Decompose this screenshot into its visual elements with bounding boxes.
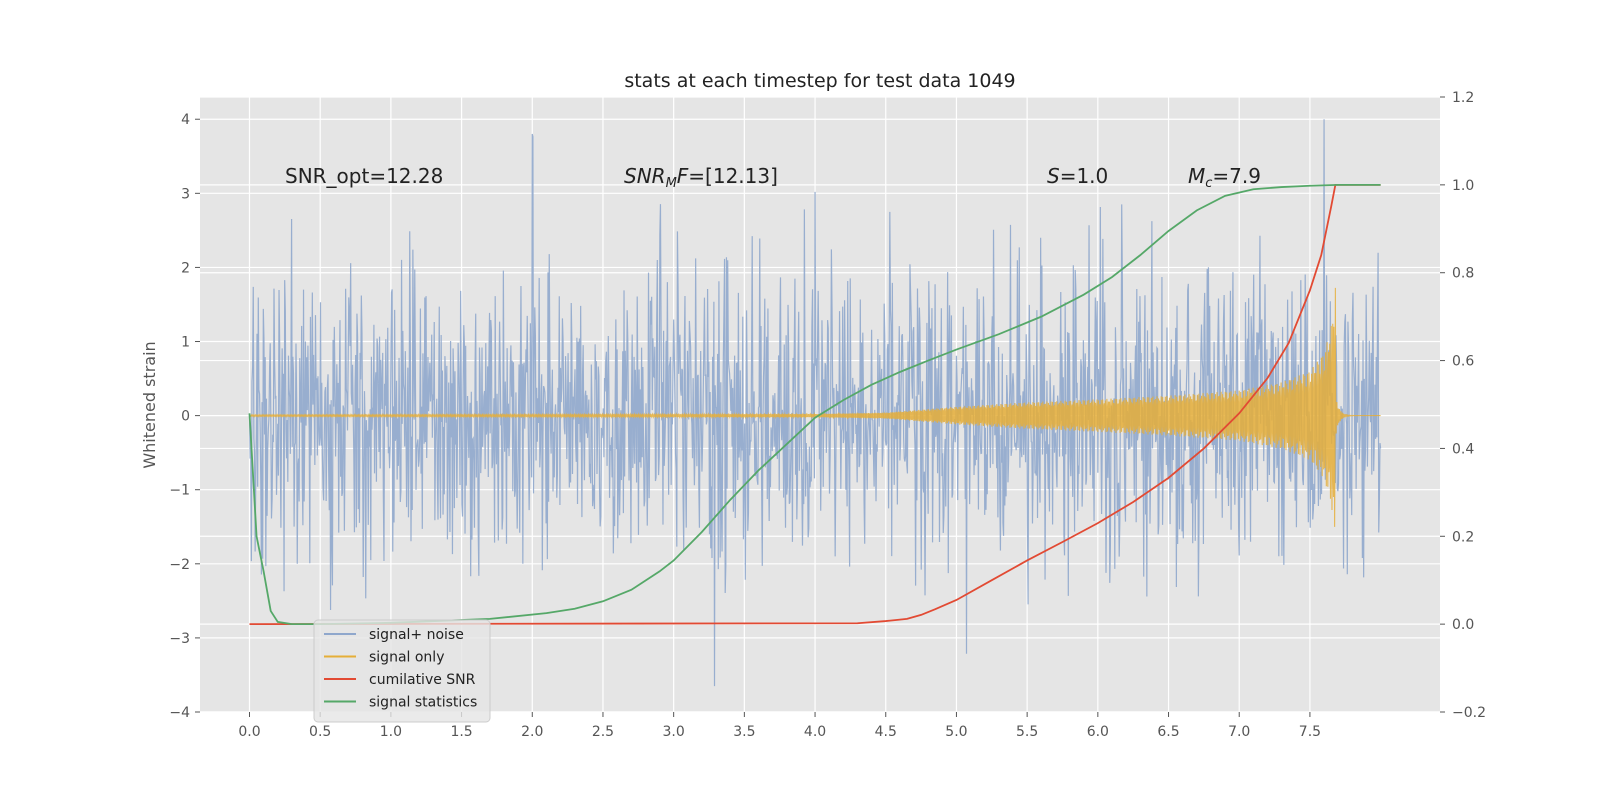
x-tick-label: 5.5 [1016,724,1038,740]
y2-tick-label: 1.2 [1452,90,1474,106]
series-cumulative-snr [249,183,1381,626]
x-tick-label: 4.0 [804,724,826,740]
chart-title: stats at each timestep for test data 104… [624,70,1015,92]
y-tick-label: 1 [181,335,190,351]
y2-tick-label: 0.2 [1452,529,1474,545]
y-tick-label: −3 [169,631,190,647]
x-tick-label: 6.0 [1087,724,1109,740]
legend-box [313,619,491,723]
legend-label: signal+ noise [369,627,464,643]
y-tick-label: 3 [181,186,190,202]
legend: signal+ noise signal only cumilative SNR si… [313,619,491,723]
x-tick-label: 1.5 [450,724,472,740]
x-tick-label: 3.0 [663,724,685,740]
y-tick-label: 2 [181,260,190,276]
x-tick-label: 0.5 [309,724,331,740]
y-axis-label: Whitened strain [140,341,159,468]
x-tick-label: 2.0 [521,724,543,740]
y2-tick-label: −0.2 [1452,705,1486,721]
y2-tick-label: 0.8 [1452,266,1474,282]
x-tick-label: 0.0 [238,724,260,740]
annotation-snr-mf: SNRMF=[12.13] [624,164,778,191]
y-tick-label: 0 [181,409,190,425]
x-tick-label: 7.5 [1299,724,1321,740]
x-tick-label: 7.0 [1228,724,1250,740]
x-tick-label: 6.5 [1157,724,1179,740]
annotation-mc: Mc=7.9 [1188,164,1261,191]
x-tick-label: 2.5 [592,724,614,740]
y-tick-label: −4 [169,705,190,721]
axes: 0.0 0.5 1.0 1.5 2.0 2.5 3.0 3.5 4.0 4.5 5.0 5.5 6.0 6… [169,90,1486,740]
y-tick-label: −1 [169,483,190,499]
y-tick-label: −2 [169,557,190,573]
y-tick-label: 4 [181,112,190,128]
x-tick-label: 4.5 [875,724,897,740]
x-tick-label: 5.0 [945,724,967,740]
y2-tick-label: 0.4 [1452,441,1474,457]
annotation-s: S=1.0 [1047,164,1108,188]
legend-label: signal only [369,650,444,666]
legend-label: cumilative SNR [369,672,476,688]
y2-tick-label: 1.0 [1452,178,1474,194]
y2-tick-label: 0.0 [1452,617,1474,633]
x-tick-label: 1.0 [380,724,402,740]
annotation-snr-opt: SNR_opt=12.28 [285,164,443,188]
x-tick-label: 3.5 [733,724,755,740]
y2-tick-label: 0.6 [1452,354,1474,370]
legend-label: signal statistics [369,695,477,711]
